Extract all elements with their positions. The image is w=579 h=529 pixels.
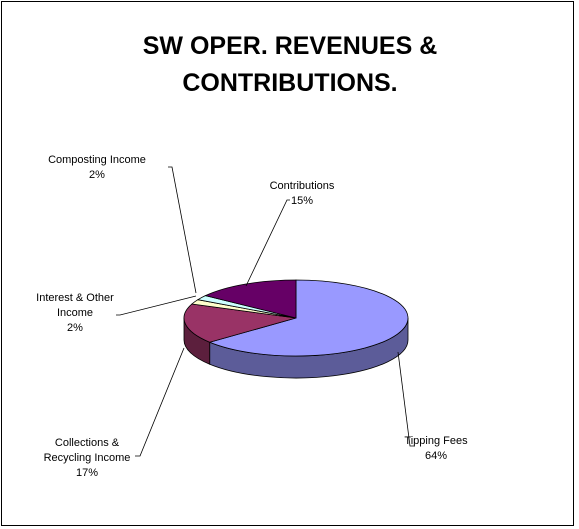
chart-title: SW OPER. REVENUES & CONTRIBUTIONS.: [142, 32, 438, 97]
slice: [183, 303, 297, 343]
leader-line: [168, 166, 197, 294]
slice-label: Collections & Recycling Income: [43, 437, 131, 464]
slice-percent: 2%: [89, 169, 105, 181]
slice-label: Contributions: [269, 180, 335, 192]
slice-label: Tipping Fees: [404, 435, 468, 447]
slice-label: Composting Income: [48, 154, 146, 166]
slice-percent: 2%: [67, 322, 83, 334]
leader-line: [116, 295, 197, 316]
leader-line: [135, 347, 185, 457]
slice-label: Interest & Other Income: [36, 292, 114, 319]
slice-percent: 64%: [424, 450, 448, 462]
leader-line: [245, 199, 290, 287]
slice: [204, 279, 297, 319]
slice: [208, 279, 409, 357]
leader-line: [397, 351, 414, 447]
slice-percent: 15%: [290, 195, 314, 207]
slice-percent: 17%: [75, 467, 99, 479]
